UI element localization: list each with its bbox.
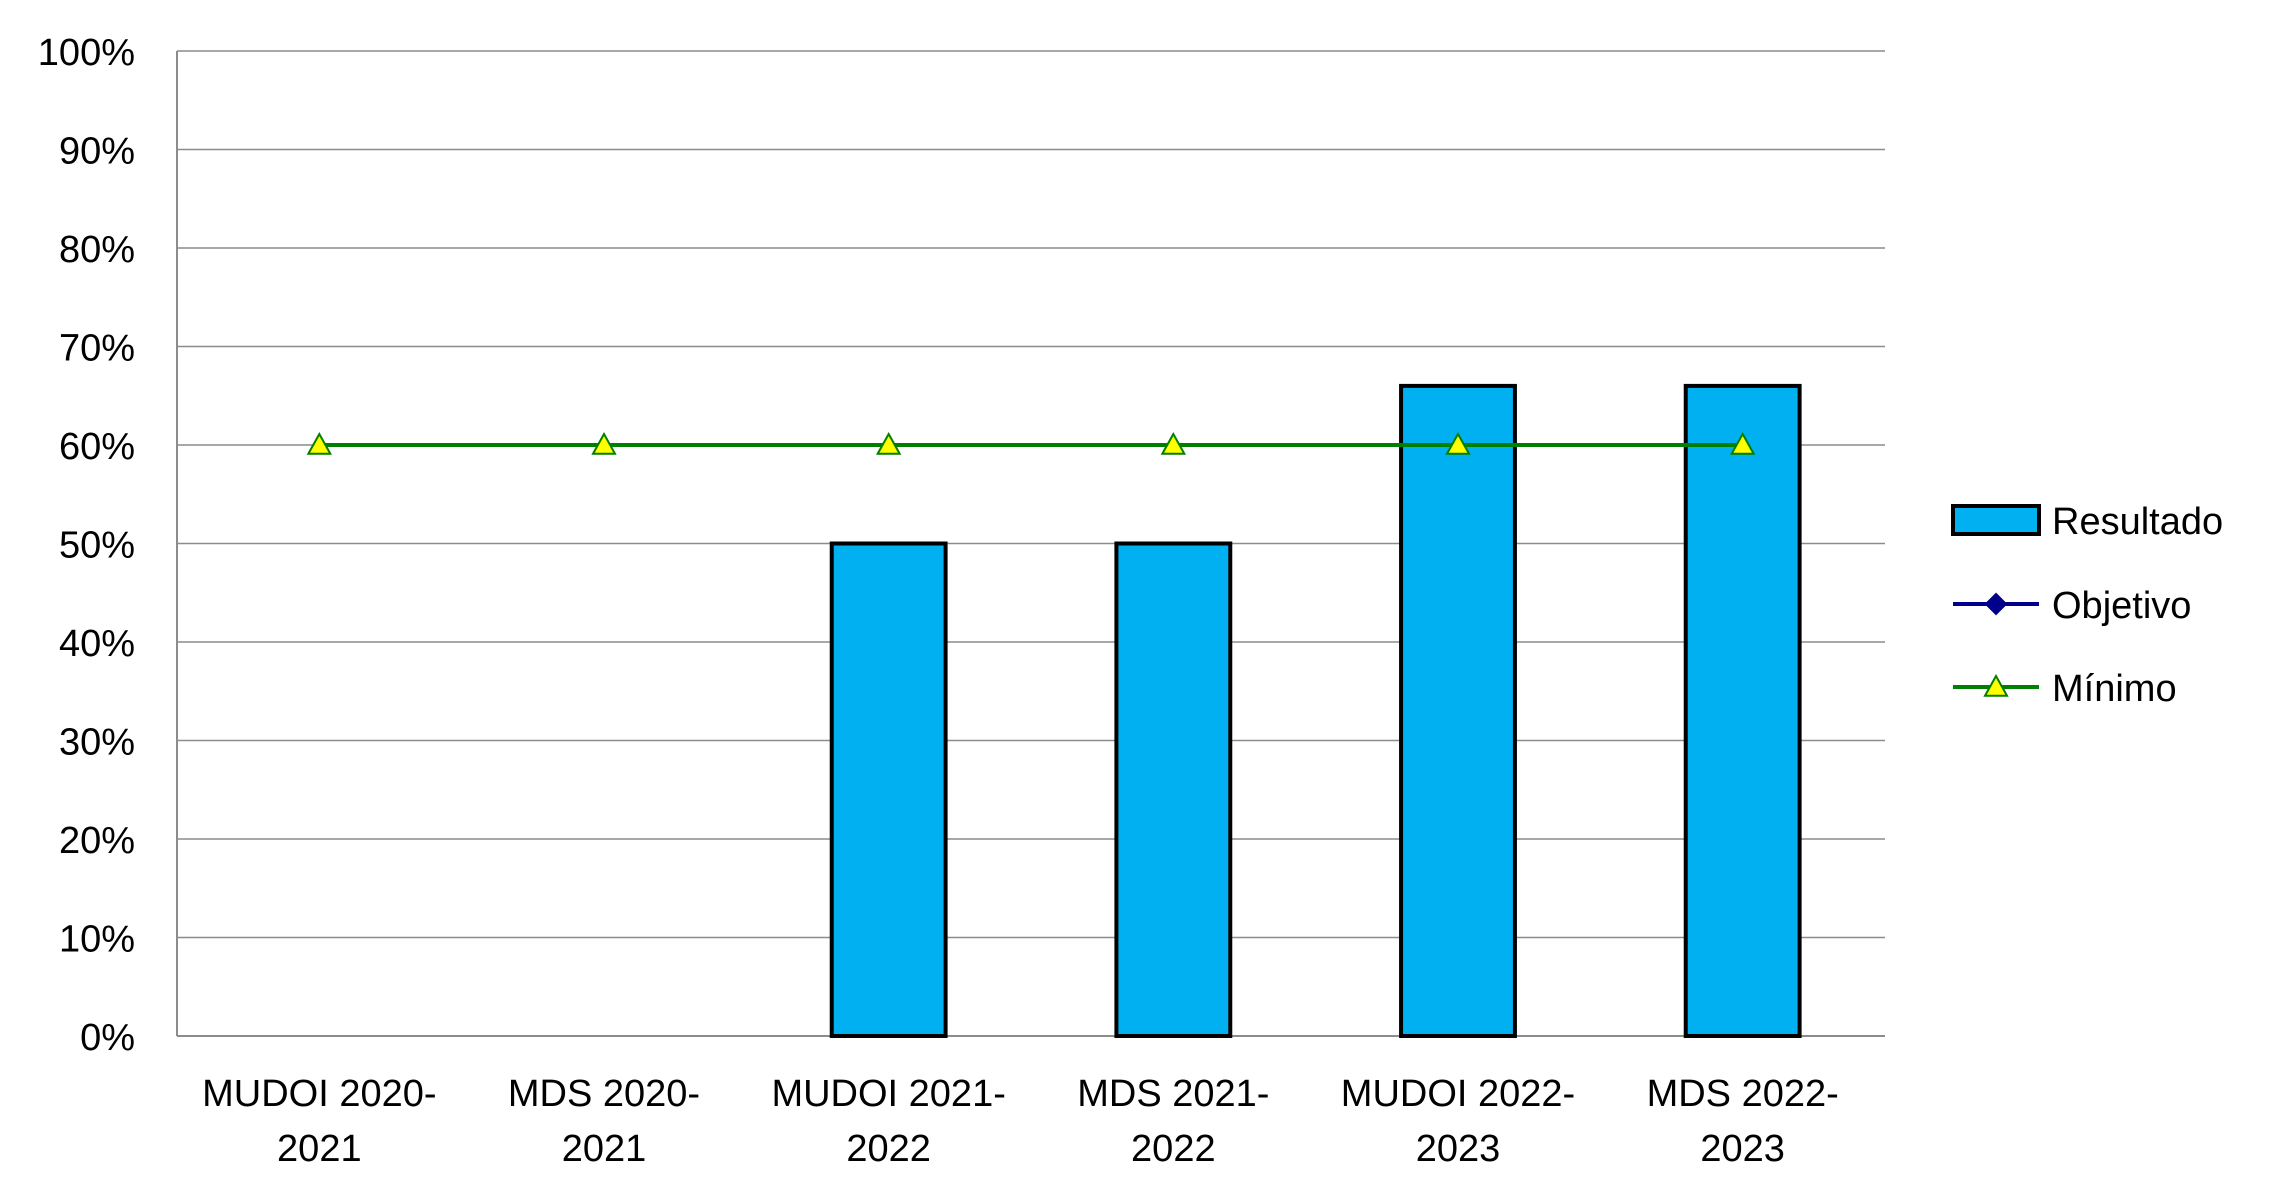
point-triangle bbox=[1445, 431, 1471, 455]
axes bbox=[176, 51, 1885, 1037]
legend-marker-diamond bbox=[1984, 592, 2008, 616]
y-tick-label: 80% bbox=[59, 229, 135, 271]
y-tick-label: 90% bbox=[59, 131, 135, 173]
y-tick-label: 30% bbox=[59, 722, 135, 764]
legend-item: Objetivo bbox=[1953, 585, 2191, 627]
y-tick-label: 40% bbox=[59, 623, 135, 665]
y-tick-label: 60% bbox=[59, 426, 135, 468]
y-tick-label: 10% bbox=[59, 919, 135, 961]
legend-label: Objetivo bbox=[2052, 585, 2191, 627]
bar-resultado bbox=[1114, 541, 1233, 1038]
bar-resultado bbox=[829, 541, 948, 1038]
legend-item: Resultado bbox=[1951, 501, 2223, 543]
point-triangle bbox=[591, 431, 617, 455]
point-triangle bbox=[875, 431, 902, 455]
legend-marker-triangle bbox=[1983, 673, 2009, 697]
gridlines bbox=[177, 50, 1885, 939]
legend-label: Resultado bbox=[2052, 501, 2223, 543]
x-tick-label: MUDOI 2022-2023 bbox=[1341, 1073, 1575, 1170]
x-tick-label: MDS 2020-2021 bbox=[508, 1073, 700, 1170]
x-tick-label: MDS 2021-2022 bbox=[1077, 1073, 1269, 1170]
bar-resultado bbox=[1399, 383, 1517, 1038]
y-tick-label: 20% bbox=[59, 820, 135, 862]
x-tick-label: MDS 2022-2023 bbox=[1647, 1073, 1839, 1170]
legend-label: Mínimo bbox=[2052, 668, 2177, 710]
y-tick-label: 0% bbox=[80, 1017, 135, 1059]
point-triangle bbox=[1729, 431, 1756, 455]
y-tick-labels: 0% 10% 20% 30% 40% 50% 60% 70% 80% 90% 100% bbox=[38, 32, 135, 1059]
bars-resultado bbox=[829, 383, 1802, 1038]
legend-swatch-bar bbox=[1951, 504, 2041, 536]
bar-resultado bbox=[1683, 383, 1802, 1038]
lines bbox=[306, 431, 1756, 455]
y-tick-label: 100% bbox=[38, 32, 135, 74]
x-tick-labels: MUDOI 2020-2021 MDS 2020-2021 MUDOI 2021-2… bbox=[202, 1073, 1839, 1170]
y-tick-label: 50% bbox=[59, 525, 135, 567]
point-triangle bbox=[1160, 431, 1187, 455]
y-tick-label: 70% bbox=[59, 328, 135, 370]
point-triangle bbox=[306, 431, 333, 455]
legend-item: Mínimo bbox=[1953, 668, 2177, 710]
x-tick-label: MUDOI 2020-2021 bbox=[202, 1073, 436, 1170]
legend: Resultado Objetivo Mínimo bbox=[1951, 501, 2223, 710]
x-tick-label: MUDOI 2021-2022 bbox=[771, 1073, 1005, 1170]
